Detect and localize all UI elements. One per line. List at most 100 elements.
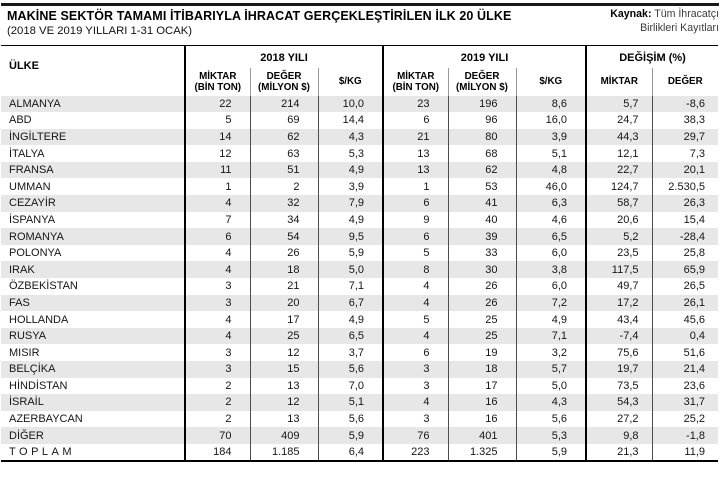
country-cell: CEZAYİR	[9, 197, 56, 210]
value-cell: 1.325	[447, 443, 516, 461]
table-row: UMMAN 1 2 3,9 1 53 46,0 124,7 2.530,5	[1, 178, 718, 196]
column-header-2019-value: DEĞER (MİLYON $)	[447, 67, 516, 96]
value-cell: -7,4	[585, 327, 652, 345]
value-cell: 13	[249, 377, 318, 395]
value-cell: 41	[447, 195, 516, 212]
value-cell: 7,9	[317, 195, 383, 212]
value-cell: 65,9	[651, 261, 718, 279]
country-cell: TOPLAM	[9, 445, 76, 458]
value-cell: 6	[382, 344, 448, 361]
value-cell: 117,5	[585, 261, 652, 279]
value-cell: 16	[447, 410, 516, 428]
value-cell: 5,9	[317, 244, 383, 262]
value-cell: 4	[184, 327, 250, 345]
country-cell: FRANSA	[9, 164, 54, 177]
country-cell: İNGİLTERE	[9, 130, 67, 143]
value-cell: 6,0	[515, 278, 586, 295]
value-cell: 11,9	[651, 443, 718, 461]
value-cell: 16,0	[515, 112, 586, 129]
table-row: AZERBAYCAN 2 13 5,6 3 16 5,6 27,2 25,2	[1, 410, 718, 428]
value-cell: 9,5	[317, 228, 383, 245]
value-cell: 9,8	[585, 427, 652, 444]
value-cell: 3	[184, 278, 250, 295]
value-cell: 12	[184, 145, 250, 162]
value-cell: 33	[447, 244, 516, 262]
value-cell: 4	[382, 278, 448, 295]
value-cell: 5,7	[585, 95, 652, 113]
value-cell: 7	[184, 211, 250, 229]
value-cell: 21	[382, 128, 448, 146]
value-cell: 1	[184, 178, 250, 196]
value-cell: 26	[447, 278, 516, 295]
table-row: İTALYA 12 63 5,3 13 68 5,1 12,1 7,3	[1, 145, 718, 162]
value-cell: 3	[382, 410, 448, 428]
value-cell: 12,1	[585, 145, 652, 162]
value-cell: 6,4	[317, 443, 383, 461]
column-header-country: ÜLKE	[9, 59, 39, 72]
value-cell: -28,4	[651, 228, 718, 245]
value-cell: 3,7	[317, 344, 383, 361]
value-cell: 124,7	[585, 178, 652, 196]
header-group-row: ÜLKE 2018 YILI 2019 YILI DEĞİŞİM (%)	[1, 45, 718, 72]
value-cell: 3	[382, 361, 448, 378]
value-cell: 25,8	[651, 244, 718, 262]
value-cell: 3	[184, 344, 250, 361]
value-cell: 17	[447, 377, 516, 395]
value-cell: 13	[382, 145, 448, 162]
country-cell: IRAK	[9, 263, 35, 276]
value-cell: 5,6	[317, 410, 383, 428]
table-row: DİĞER 70 409 5,9 76 401 5,3 9,8 -1,8	[1, 427, 718, 444]
value-cell: 4,9	[317, 161, 383, 179]
value-cell: 75,6	[585, 344, 652, 361]
table-row: FRANSA 11 51 4,9 13 62 4,8 22,7 20,1	[1, 161, 718, 179]
value-cell: 223	[382, 443, 448, 461]
country-cell: HOLLANDA	[9, 313, 69, 326]
value-cell: 3,2	[515, 344, 586, 361]
table-row: CEZAYİR 4 32 7,9 6 41 6,3 58,7 26,3	[1, 195, 718, 212]
value-cell: 39	[447, 228, 516, 245]
table-row: MISIR 3 12 3,7 6 19 3,2 75,6 51,6	[1, 344, 718, 361]
value-cell: 29,7	[651, 128, 718, 146]
value-cell: 6	[382, 228, 448, 245]
value-cell: 11	[184, 161, 250, 179]
table-body: ALMANYA 22 214 10,0 23 196 8,6 5,7 -8,6 ABD 5 69 14,…	[1, 95, 718, 461]
value-cell: 4,9	[515, 311, 586, 328]
column-header-2018-perkg: $/KG	[317, 67, 383, 96]
value-cell: 1	[382, 178, 448, 196]
value-cell: 22	[184, 95, 250, 113]
value-cell: 54,3	[585, 394, 652, 411]
value-cell: 30	[447, 261, 516, 279]
value-cell: -1,8	[651, 427, 718, 444]
value-cell: 10,0	[317, 95, 383, 113]
value-cell: 5,9	[317, 427, 383, 444]
country-cell: İSRAİL	[9, 396, 44, 409]
value-cell: 70	[184, 427, 250, 444]
value-cell: 4,3	[317, 128, 383, 146]
value-cell: 12	[249, 344, 318, 361]
value-cell: 18	[447, 361, 516, 378]
value-cell: 62	[249, 128, 318, 146]
value-cell: 46,0	[515, 178, 586, 196]
source-note: Kaynak: Tüm İhracatçı Birlikleri Kayıtla…	[610, 8, 719, 35]
value-cell: 5	[184, 112, 250, 129]
table-row: RUSYA 4 25 6,5 4 25 7,1 -7,4 0,4	[1, 327, 718, 345]
value-cell: 0,4	[651, 327, 718, 345]
value-cell: 38,3	[651, 112, 718, 129]
value-cell: 51	[249, 161, 318, 179]
table-row: IRAK 4 18 5,0 8 30 3,8 117,5 65,9	[1, 261, 718, 279]
value-cell: 69	[249, 112, 318, 129]
value-cell: 2	[184, 377, 250, 395]
country-cell: ROMANYA	[9, 230, 64, 243]
value-cell: 15,4	[651, 211, 718, 229]
value-cell: 20,6	[585, 211, 652, 229]
value-cell: 4	[184, 261, 250, 279]
table-row: İNGİLTERE 14 62 4,3 21 80 3,9 44,3 29,7	[1, 128, 718, 146]
value-cell: 13	[382, 161, 448, 179]
value-cell: 31,7	[651, 394, 718, 411]
value-cell: 4	[184, 244, 250, 262]
value-cell: 5,1	[515, 145, 586, 162]
country-cell: ALMANYA	[9, 97, 61, 110]
value-cell: 26,5	[651, 278, 718, 295]
country-cell: ÖZBEKİSTAN	[9, 280, 78, 293]
